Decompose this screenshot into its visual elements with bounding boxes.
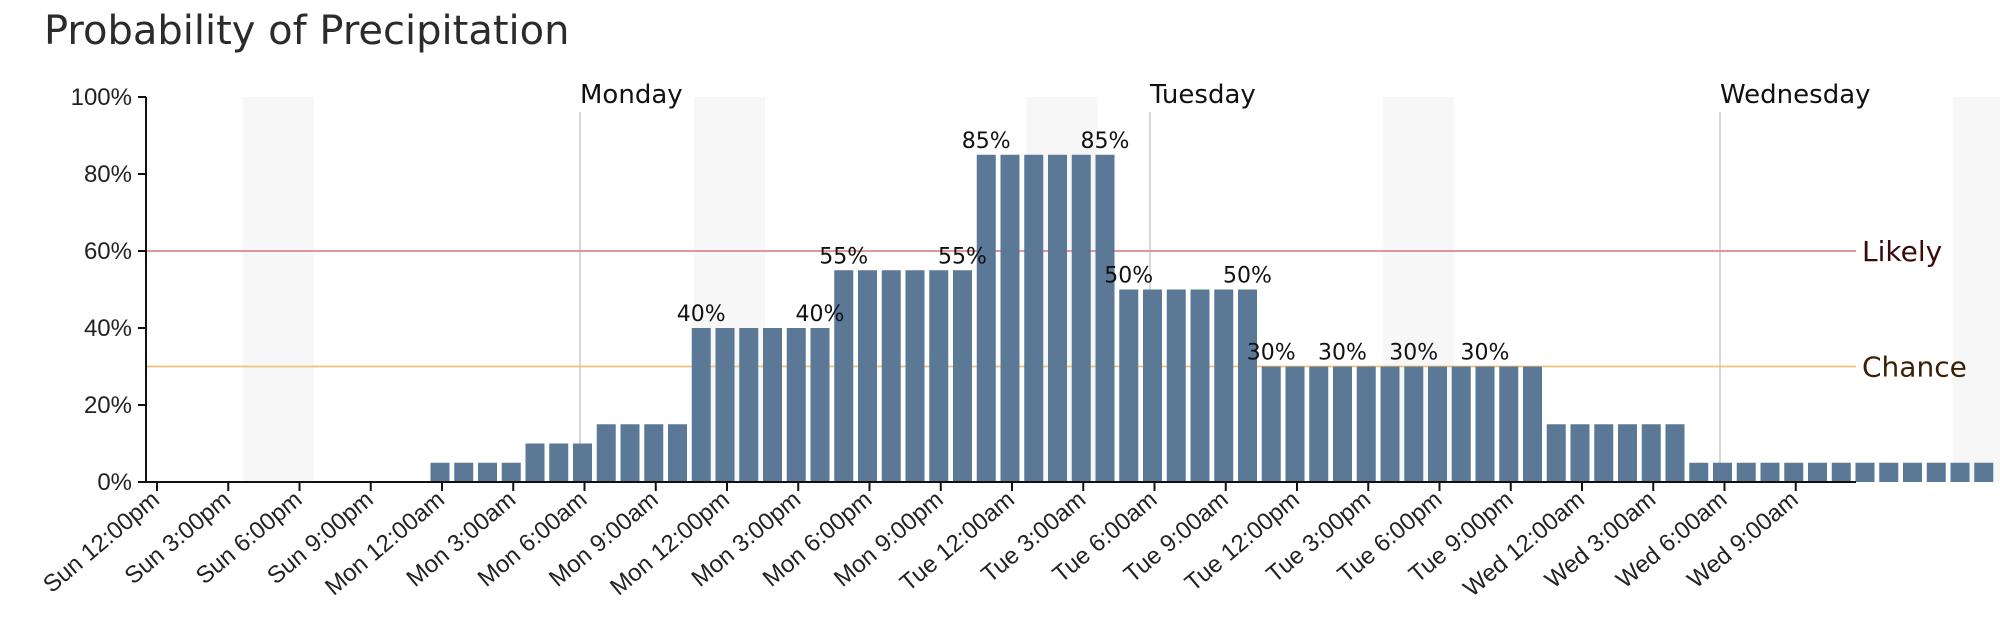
precipitation-bar: [1499, 366, 1519, 482]
precipitation-bar: [1095, 154, 1115, 482]
precipitation-bar: [1000, 154, 1020, 482]
precipitation-bar: [1428, 366, 1447, 482]
precipitation-bar: [1950, 462, 1970, 482]
precipitation-bar: [668, 424, 687, 482]
precipitation-bar: [786, 328, 806, 482]
precipitation-bar: [953, 270, 972, 482]
y-tick-label: 20%: [84, 392, 132, 419]
y-tick-label: 100%: [71, 84, 132, 111]
precipitation-bar: [1570, 424, 1590, 482]
y-tick-label: 40%: [84, 315, 132, 342]
precipitation-bar: [1903, 462, 1922, 482]
night-shading-band: [1952, 97, 2000, 482]
chart-title: Probability of Precipitation: [44, 8, 570, 54]
precipitation-bar: [596, 424, 616, 482]
precipitation-bar: [834, 270, 854, 482]
precipitation-bar: [1380, 366, 1400, 482]
precipitation-bar: [1594, 424, 1614, 482]
precipitation-bar: [620, 424, 640, 482]
data-label: 30%: [1461, 341, 1510, 366]
bars-layer: [430, 154, 1994, 482]
precipitation-bar: [1404, 366, 1424, 482]
precipitation-bar: [691, 328, 711, 482]
precipitation-bar: [525, 443, 545, 482]
threshold-label: Chance: [1862, 351, 1967, 384]
precipitation-bar: [1451, 366, 1471, 482]
precipitation-bar: [478, 462, 497, 482]
day-label: Tuesday: [1149, 80, 1256, 110]
data-label: 50%: [1223, 264, 1272, 289]
precipitation-bar: [644, 424, 664, 482]
precipitation-bar: [1356, 366, 1376, 482]
precipitation-bar: [1143, 289, 1162, 482]
precipitation-bar: [1855, 462, 1875, 482]
precipitation-bar: [1119, 289, 1139, 482]
data-label: 40%: [796, 302, 845, 327]
precipitation-bar: [1190, 289, 1210, 482]
precipitation-bar: [858, 270, 877, 482]
precipitation-bar: [501, 462, 521, 482]
precipitation-bar: [1879, 462, 1899, 482]
precipitation-bar: [454, 462, 474, 482]
data-label: 50%: [1104, 264, 1153, 289]
precipitation-bar: [1475, 366, 1495, 482]
precipitation-bar: [1048, 154, 1067, 482]
precipitation-bar: [573, 443, 592, 482]
precipitation-bar: [905, 270, 925, 482]
data-label: 30%: [1389, 341, 1438, 366]
precipitation-bar: [715, 328, 735, 482]
y-tick-label: 60%: [84, 238, 132, 265]
x-tick-label: Wed 12:00am: [1458, 486, 1589, 602]
precipitation-bar: [549, 443, 569, 482]
precipitation-bar: [1214, 289, 1234, 482]
precipitation-bar: [739, 328, 759, 482]
precipitation-bar: [810, 328, 830, 482]
precipitation-bar: [1641, 424, 1661, 482]
precipitation-bar: [1736, 462, 1756, 482]
precipitation-bar: [1831, 462, 1851, 482]
precipitation-bar: [1760, 462, 1780, 482]
labels-layer: 40% 40% 55% 55% 85% 85% 50% 50% 30% 30% 30% 30%: [677, 129, 1510, 366]
data-label: 85%: [1081, 129, 1130, 154]
precipitation-bar: [1689, 462, 1709, 482]
precipitation-bar: [430, 462, 450, 482]
precipitation-bar: [1238, 289, 1257, 482]
precipitation-bar: [1974, 462, 1994, 482]
precipitation-bar: [1024, 154, 1044, 482]
precipitation-bar: [1285, 366, 1305, 482]
precipitation-bar: [1309, 366, 1329, 482]
threshold-label: Likely: [1862, 235, 1942, 268]
precipitation-bar: [1784, 462, 1804, 482]
precipitation-bar: [1808, 462, 1827, 482]
precipitation-bar: [1926, 462, 1946, 482]
precipitation-bar: [1333, 366, 1352, 482]
precipitation-bar: [881, 270, 901, 482]
precipitation-bar: [1166, 289, 1186, 482]
precipitation-bar: [1261, 366, 1281, 482]
data-label: 30%: [1318, 341, 1367, 366]
day-label: Wednesday: [1720, 80, 1871, 110]
data-label: 55%: [938, 244, 987, 269]
data-label: 30%: [1247, 341, 1296, 366]
precipitation-bar: [976, 154, 996, 482]
precipitation-bar: [763, 328, 782, 482]
y-tick-label: 0%: [97, 469, 132, 496]
precipitation-bar: [929, 270, 949, 482]
precipitation-bar: [1618, 424, 1637, 482]
precipitation-bar: [1665, 424, 1685, 482]
day-label: Monday: [580, 80, 683, 110]
data-label: 85%: [962, 129, 1011, 154]
night-shading-band: [242, 97, 314, 482]
data-label: 55%: [819, 244, 868, 269]
precipitation-bar: [1546, 424, 1566, 482]
precipitation-bar: [1071, 154, 1091, 482]
precipitation-bar: [1713, 462, 1732, 482]
precipitation-bar: [1523, 366, 1542, 482]
data-label: 40%: [677, 302, 726, 327]
y-tick-label: 80%: [84, 161, 132, 188]
